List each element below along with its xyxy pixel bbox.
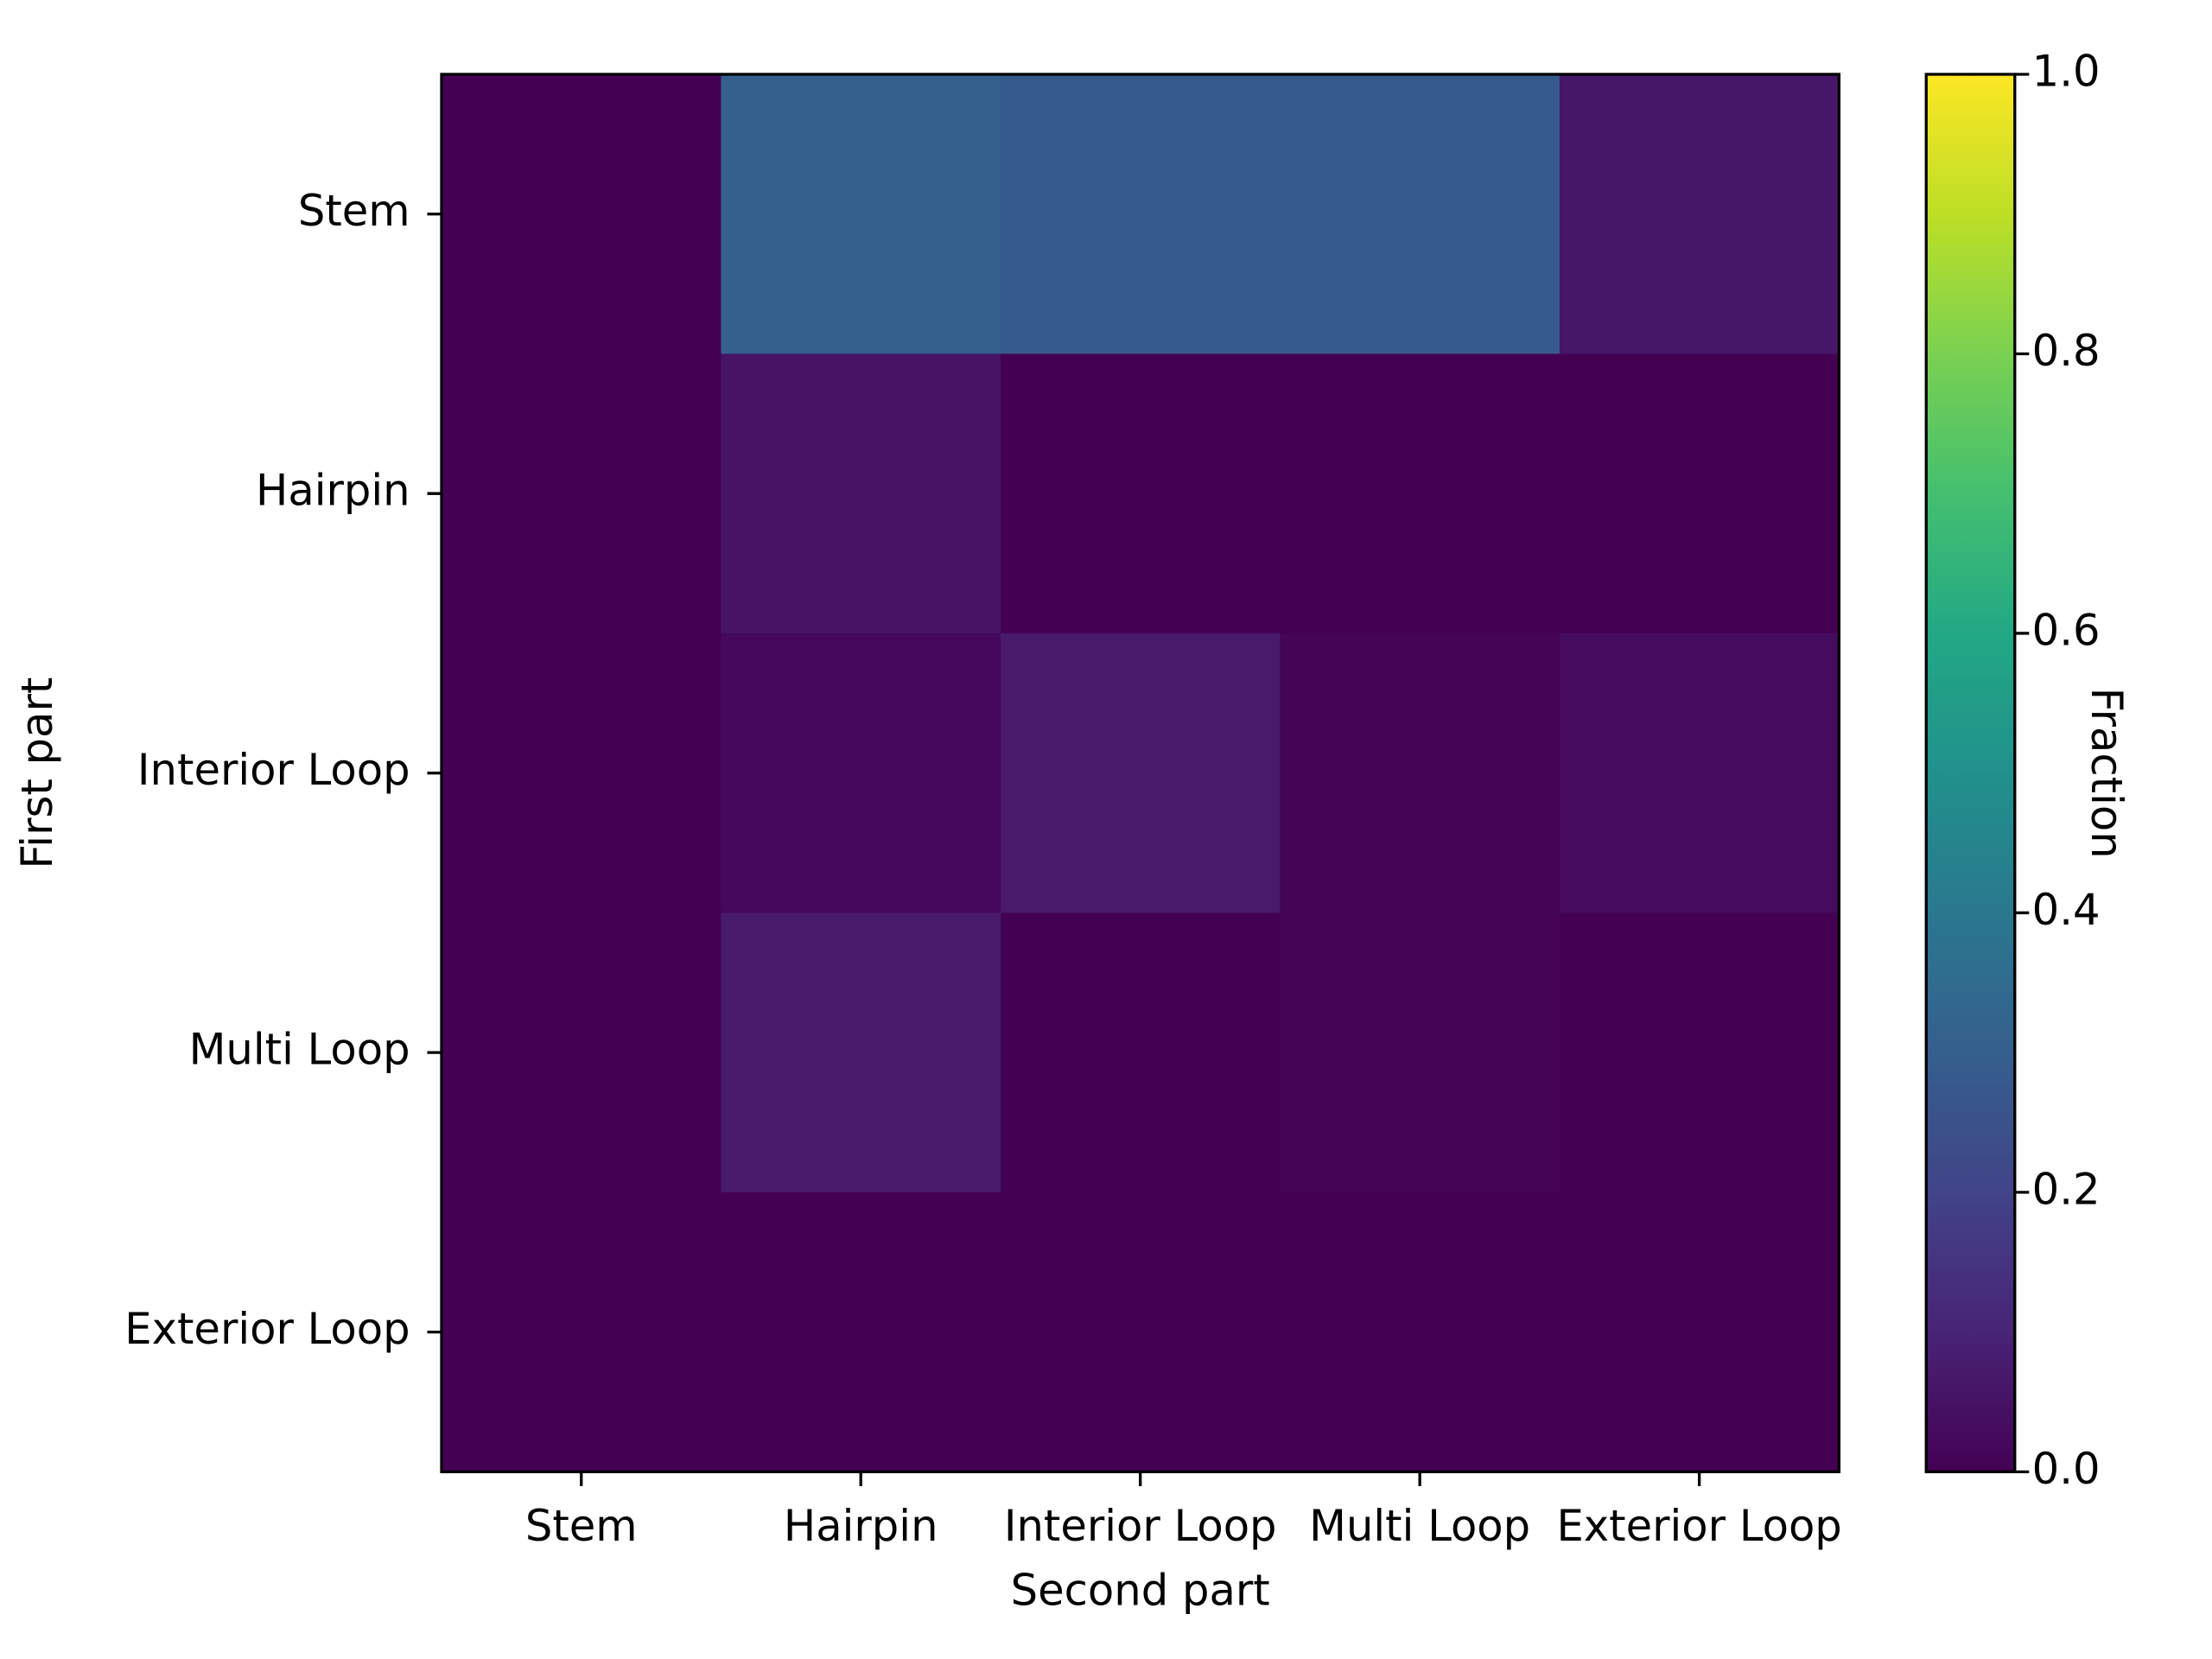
heatmap-cell bbox=[1000, 632, 1281, 914]
heatmap-cell bbox=[1559, 73, 1840, 355]
y-tick-label: Multi Loop bbox=[189, 1025, 410, 1075]
heatmap-cell bbox=[721, 353, 1001, 634]
heatmap-cell bbox=[1000, 1192, 1281, 1473]
heatmap-cell bbox=[1000, 912, 1281, 1193]
colorbar bbox=[1924, 73, 2017, 1474]
colorbar-tick-label: 0.2 bbox=[2032, 1164, 2101, 1214]
x-tick-label: Exterior Loop bbox=[1556, 1501, 1841, 1551]
x-tick-label: Hairpin bbox=[784, 1501, 938, 1551]
heatmap-cell bbox=[721, 1192, 1001, 1473]
heatmap-cell bbox=[442, 632, 722, 914]
x-tick-label: Multi Loop bbox=[1309, 1501, 1530, 1551]
x-tick-label: Interior Loop bbox=[1004, 1501, 1277, 1551]
x-tick-label: Stem bbox=[525, 1501, 638, 1551]
colorbar-tick-label: 0.8 bbox=[2032, 326, 2101, 376]
colorbar-tick-label: 1.0 bbox=[2032, 46, 2101, 96]
x-axis-label: Second part bbox=[1011, 1565, 1270, 1615]
heatmap-cell bbox=[1000, 353, 1281, 634]
colorbar-label: Fraction bbox=[2082, 688, 2132, 859]
heatmap-cell bbox=[1280, 1192, 1560, 1473]
heatmap-cell bbox=[1559, 912, 1840, 1193]
heatmap-cell bbox=[442, 353, 722, 634]
heatmap-cell bbox=[721, 73, 1001, 355]
heatmap-cell bbox=[1280, 73, 1560, 355]
y-axis-label: First part bbox=[12, 677, 62, 869]
y-tick-label: Stem bbox=[298, 186, 410, 236]
colorbar-tick-label: 0.0 bbox=[2032, 1444, 2101, 1494]
heatmap-cell bbox=[1280, 353, 1560, 634]
heatmap-cell bbox=[1559, 353, 1840, 634]
heatmap-cell bbox=[1280, 632, 1560, 914]
heatmap-cell bbox=[442, 1192, 722, 1473]
colorbar-tick-label: 0.4 bbox=[2032, 885, 2101, 935]
heatmap-cell bbox=[1559, 632, 1840, 914]
colorbar-tick-label: 0.6 bbox=[2032, 605, 2101, 655]
heatmap-cell bbox=[1280, 912, 1560, 1193]
heatmap-cell bbox=[721, 912, 1001, 1193]
y-tick-label: Hairpin bbox=[256, 466, 410, 516]
heatmap-cell bbox=[442, 912, 722, 1193]
heatmap-cell bbox=[721, 632, 1001, 914]
y-tick-label: Exterior Loop bbox=[124, 1304, 410, 1354]
heatmap-cell bbox=[442, 73, 722, 355]
heatmap-cell bbox=[1000, 73, 1281, 355]
y-tick-label: Interior Loop bbox=[137, 745, 410, 795]
heatmap-cell bbox=[1559, 1192, 1840, 1473]
